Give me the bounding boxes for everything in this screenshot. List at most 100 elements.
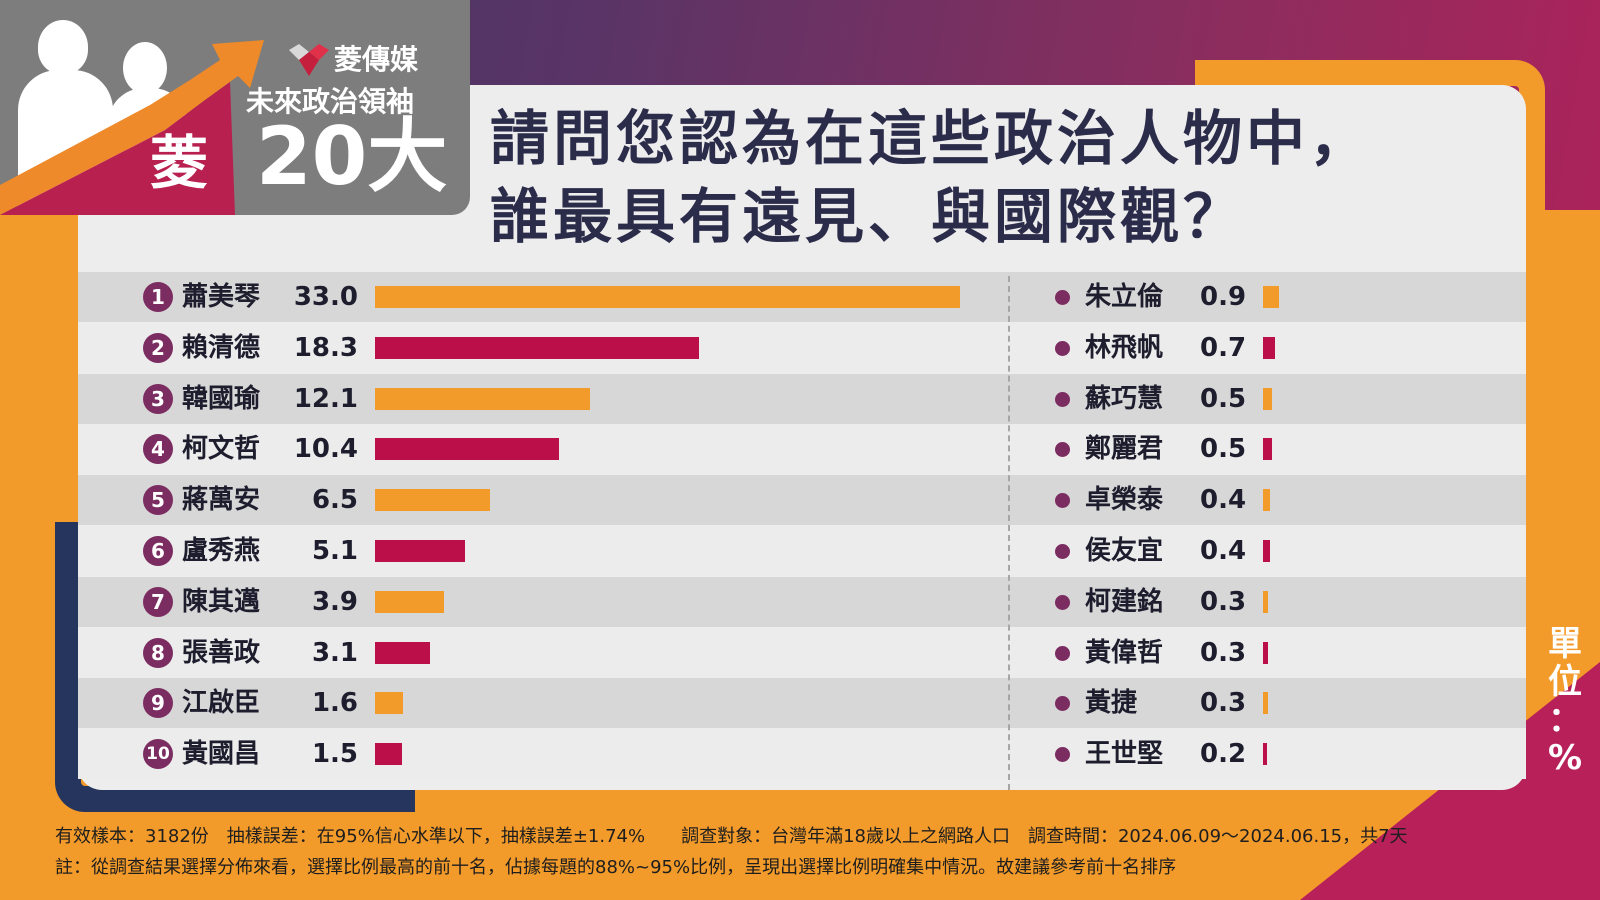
- bar: [1263, 641, 1269, 664]
- data-label: 5.1: [311, 536, 358, 566]
- bullet-dot: [1055, 493, 1070, 509]
- bullet-dot: [1055, 442, 1070, 458]
- data-label: 6.5: [311, 485, 358, 516]
- silhouette-man-icon: [38, 20, 88, 74]
- candidate-name: 柯建銘: [1085, 586, 1164, 617]
- table-row: [78, 576, 1526, 627]
- rank-badge: 10: [143, 739, 173, 770]
- table-row: [78, 373, 1526, 424]
- data-label: 0.5: [1200, 383, 1247, 414]
- rank-badge: 4: [143, 434, 173, 465]
- silhouette-woman-icon: [123, 42, 167, 94]
- series-badge: 菱 菱傳媒 未來政治領袖 20大: [0, 0, 470, 215]
- table-row: [78, 678, 1526, 729]
- bar: [1263, 489, 1271, 512]
- title-line-1: 請問您認為在這些政治人物中，: [490, 104, 1373, 173]
- bar: [1263, 286, 1279, 308]
- unit-label-char: 單: [1548, 624, 1582, 664]
- data-label: 0.2: [1200, 739, 1247, 770]
- data-label: 3.1: [311, 637, 358, 668]
- data-label: 0.9: [1200, 282, 1247, 312]
- brand-logo-icon: [289, 44, 329, 76]
- data-label: 1.5: [311, 739, 358, 770]
- candidate-name: 韓國瑜: [182, 383, 261, 414]
- bullet-dot: [1055, 696, 1070, 712]
- data-label: 0.4: [1200, 485, 1247, 516]
- badge-char: 菱: [150, 129, 209, 197]
- data-label: 12.1: [293, 383, 358, 414]
- data-label: 0.7: [1200, 332, 1247, 363]
- rank-badge: 1: [143, 282, 173, 312]
- series-title: 未來政治領袖: [246, 85, 415, 118]
- candidate-name: 侯友宜: [1085, 536, 1164, 566]
- candidate-name: 朱立倫: [1085, 282, 1164, 312]
- bar: [1263, 336, 1276, 359]
- candidate-name: 柯文哲: [182, 434, 261, 465]
- bullet-dot: [1055, 645, 1070, 661]
- bullet-dot: [1055, 340, 1070, 356]
- brand-name: 菱傳媒: [334, 43, 419, 76]
- candidate-name: 盧秀燕: [182, 536, 261, 566]
- data-label: 18.3: [293, 332, 358, 363]
- data-label: 0.5: [1200, 434, 1247, 465]
- footer-methodology: 有效樣本：3182份 抽樣誤差：在95%信心水準以下，抽樣誤差±1.74% 調查…: [55, 826, 1408, 847]
- navy-frame-accent: [55, 522, 415, 812]
- footer-note: 註：從調查結果選擇分佈來看，選擇比例最高的前十名，佔據每題的88%~95%比例，…: [55, 857, 1177, 878]
- candidate-name: 林飛帆: [1085, 332, 1164, 363]
- bar: [1263, 387, 1272, 410]
- rank-badge: 9: [143, 688, 173, 719]
- title-line-2: 誰最具有遠見、與國際觀？: [490, 182, 1247, 251]
- unit-label: 單位：%: [1535, 625, 1595, 777]
- candidate-name: 張善政: [182, 637, 261, 668]
- table-row: [78, 424, 1526, 475]
- unit-label-char: 位: [1548, 662, 1582, 702]
- table-row: [78, 475, 1526, 526]
- rank-badge: 6: [143, 536, 173, 566]
- table-row: [78, 526, 1526, 576]
- bar: [1263, 540, 1271, 562]
- data-label: 0.3: [1200, 586, 1247, 617]
- bullet-dot: [1055, 544, 1070, 559]
- candidate-name: 黃偉哲: [1085, 637, 1164, 668]
- candidate-name: 賴清德: [182, 332, 261, 363]
- column-divider: [1008, 276, 1010, 790]
- bar: [375, 336, 700, 359]
- candidate-name: 蔣萬安: [182, 485, 261, 516]
- rank-badge: 8: [143, 637, 173, 668]
- data-label: 1.6: [311, 688, 358, 719]
- bar: [375, 692, 404, 715]
- candidate-name: 卓榮泰: [1085, 485, 1164, 516]
- data-label: 3.9: [311, 586, 358, 617]
- bar: [375, 489, 491, 512]
- rank-badge: 2: [143, 332, 173, 363]
- candidate-name: 江啟臣: [182, 688, 261, 719]
- candidate-name: 黃捷: [1085, 688, 1138, 719]
- bullet-dot: [1055, 391, 1070, 407]
- bar: [1263, 590, 1269, 613]
- table-row: [78, 322, 1526, 373]
- data-label: 33.0: [293, 282, 358, 312]
- candidate-name: 鄭麗君: [1085, 434, 1164, 465]
- bar: [375, 590, 445, 613]
- bar: [375, 387, 590, 410]
- bar: [375, 286, 960, 308]
- rising-arrow-icon: [0, 40, 264, 215]
- candidate-name: 王世堅: [1085, 739, 1164, 770]
- bar: [375, 641, 430, 664]
- rank-badge: 3: [143, 383, 173, 414]
- data-label: 0.3: [1200, 688, 1247, 719]
- table-row: [78, 729, 1526, 780]
- bar: [375, 438, 560, 461]
- candidate-name: 陳其邁: [182, 586, 261, 617]
- bullet-dot: [1055, 290, 1070, 305]
- bar: [375, 743, 402, 766]
- bar: [1263, 692, 1269, 715]
- page-title: 請問您認為在這些政治人物中， 誰最具有遠見、與國際觀？: [490, 100, 1490, 256]
- rank-badge: 5: [143, 485, 173, 516]
- data-label: 0.4: [1200, 536, 1247, 566]
- data-label: 0.3: [1200, 637, 1247, 668]
- bullet-dot: [1055, 747, 1070, 763]
- unit-label-char: ：: [1548, 700, 1582, 740]
